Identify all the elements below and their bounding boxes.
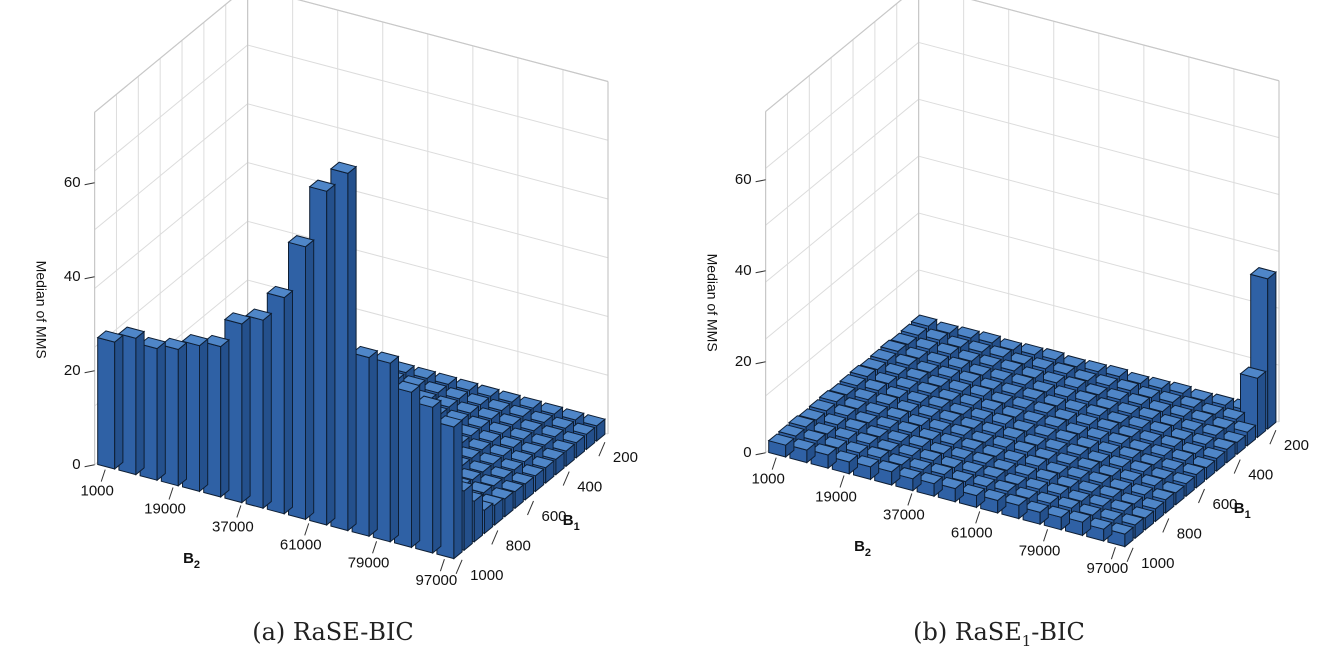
bar-a-0-0 [96,330,124,471]
x-tick-mark-b-2 [907,493,913,506]
x-tick-b-5: 97000 [1087,560,1129,577]
y-tick-mark-a-2 [527,500,534,516]
z-axis-label-b: Median of MMS [705,254,721,352]
y-tick-mark-b-4 [1126,547,1134,562]
z-tick-a-3: 60 [64,174,81,191]
x-tick-mark-b-4 [1043,529,1049,542]
x-axis-label-sub-a: 2 [194,559,200,571]
z-tick-mark-a-3 [84,182,95,186]
x-tick-mark-a-4 [372,541,378,554]
x-tick-mark-a-0 [100,469,106,482]
caption-b: (b) RaSE1-BIC [666,618,1332,650]
x-tick-mark-a-5 [439,559,445,572]
bar-a-1-0 [117,326,146,476]
chart-a-svg: 0 20 40 60 Median of MMS 1000 19000 37000 61000 7… [34,0,638,589]
caption-a: (a) RaSE-BIC [0,618,666,646]
caption-a-text: (a) RaSE-BIC [252,618,414,646]
y-axis-label-sub-a: 1 [574,521,580,533]
x-tick-b-0: 1000 [752,471,785,488]
caption-b-suffix: -BIC [1031,618,1085,646]
x-tick-a-5: 97000 [416,572,458,589]
x-tick-b-3: 61000 [951,524,993,541]
y-tick-mark-a-1 [562,471,570,486]
x-tick-b-2: 37000 [883,506,925,523]
z-tick-a-0: 0 [72,456,80,473]
grid-walls-a [93,0,609,466]
bar-b-4-0 [852,455,880,481]
x-tick-a-0: 1000 [81,483,114,500]
x-axis-label-sub-b: 2 [865,547,871,559]
z-tick-mark-a-1 [84,370,95,374]
z-tick-mark-b-3 [755,179,766,183]
x-tick-a-1: 19000 [144,501,186,518]
y-tick-b-4: 1000 [1141,555,1174,572]
x-tick-b-4: 79000 [1019,542,1061,559]
z-tick-b-0: 0 [743,444,751,461]
z-tick-a-1: 20 [64,362,81,379]
x-axis-label-a: B2 [183,550,200,571]
bar-b-16-0 [1106,522,1135,548]
y-tick-b-0: 200 [1284,437,1309,454]
z-tick-mark-b-2 [755,270,766,274]
caption-b-text: (b) RaSE [913,618,1022,646]
x-tick-mark-b-0 [771,457,777,470]
bar-b-0-0 [767,433,795,459]
y-tick-mark-b-1 [1233,459,1241,474]
z-tick-mark-a-2 [84,276,95,280]
z-tick-b-1: 20 [735,353,752,370]
x-tick-mark-a-3 [304,523,310,536]
chart-b-svg: 0 20 40 60 Median of MMS 1000 19000 37000 61000 7… [705,0,1309,577]
y-tick-a-0: 200 [613,449,638,466]
axes-a: 0 20 40 60 Median of MMS 1000 19000 37000 61000 7… [34,174,638,589]
y-tick-mark-a-3 [491,530,499,545]
chart-panel-a: 0 20 40 60 Median of MMS 1000 19000 37000 61000 7… [0,0,666,646]
chart-panel-b: 0 20 40 60 Median of MMS 1000 19000 37000 61000 7… [666,0,1332,672]
x-tick-mark-a-2 [236,505,242,518]
x-tick-a-2: 37000 [212,518,254,535]
axes-b: 0 20 40 60 Median of MMS 1000 19000 37000 61000 7… [705,171,1309,577]
x-tick-mark-b-5 [1110,547,1116,560]
y-tick-a-4: 1000 [470,567,503,584]
y-axis-label-sub-b: 1 [1245,509,1251,521]
y-tick-mark-b-3 [1162,518,1170,533]
z-tick-a-2: 40 [64,268,81,285]
x-tick-mark-b-1 [839,475,845,488]
y-tick-mark-b-2 [1198,488,1205,504]
z-tick-b-3: 60 [735,171,752,188]
bar-b-14-0 [1064,510,1092,537]
bar-b-16-14 [1249,267,1277,431]
caption-b-sub: 1 [1021,631,1032,650]
bars-b [767,267,1277,548]
grid-walls-b [764,0,1280,454]
z-tick-mark-a-0 [84,464,95,468]
y-tick-a-3: 800 [506,537,531,554]
x-tick-a-3: 61000 [280,536,322,553]
y-tick-mark-b-0 [1269,430,1277,445]
y-tick-b-1: 400 [1248,467,1273,484]
x-tick-mark-a-1 [168,487,174,500]
y-tick-b-2: 600 [1213,496,1238,513]
y-tick-a-2: 600 [542,508,567,525]
bar-b-2-0 [810,443,838,470]
y-tick-a-1: 400 [577,479,602,496]
bars-a [96,161,606,560]
z-axis-label-a: Median of MMS [34,261,50,359]
y-axis-label-a: B1 [563,512,580,533]
x-axis-label-b: B2 [854,538,871,559]
y-tick-mark-a-0 [598,442,606,457]
x-tick-mark-b-3 [975,511,981,524]
y-tick-mark-a-4 [455,559,463,574]
y-axis-label-b: B1 [1234,500,1251,521]
z-tick-mark-b-0 [755,452,766,456]
z-tick-mark-b-1 [755,361,766,365]
z-tick-b-2: 40 [735,262,752,279]
x-tick-a-4: 79000 [348,554,390,571]
y-tick-b-3: 800 [1177,525,1202,542]
x-tick-b-1: 19000 [815,489,857,506]
